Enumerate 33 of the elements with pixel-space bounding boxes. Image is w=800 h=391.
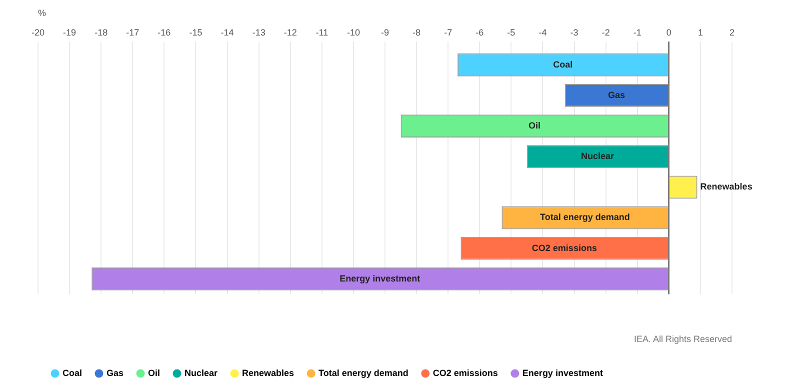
x-tick-label: -16 — [158, 28, 171, 38]
legend-label: Oil — [148, 368, 160, 378]
x-tick-label: -15 — [189, 28, 202, 38]
x-tick-label: -9 — [380, 28, 390, 38]
x-tick-label: -11 — [316, 28, 328, 38]
x-tick-label: 0 — [666, 28, 672, 38]
x-tick-label: -1 — [633, 28, 642, 38]
legend-label: Renewables — [242, 368, 294, 378]
x-tick-label: -13 — [252, 28, 266, 38]
legend-label: CO2 emissions — [432, 368, 498, 378]
x-tick-label: -8 — [412, 28, 421, 38]
x-tick-label: -14 — [220, 28, 234, 38]
x-tick-label: -6 — [476, 28, 484, 38]
x-tick-label: -3 — [570, 28, 578, 38]
x-tick-label: -5 — [507, 28, 516, 38]
legend-label: Coal — [62, 368, 82, 378]
x-tick-label: 2 — [729, 28, 735, 38]
x-tick-label: 1 — [698, 28, 703, 38]
x-tick-label: -4 — [538, 28, 547, 38]
x-axis-title: % — [38, 8, 46, 18]
x-tick-label: -18 — [94, 28, 108, 38]
x-tick-label: -10 — [346, 28, 360, 38]
x-tick-label: -19 — [63, 28, 76, 38]
legend-label: Nuclear — [184, 368, 218, 378]
x-tick-label: -2 — [602, 28, 610, 38]
x-tick-label: -7 — [444, 28, 452, 38]
text: IEA. All Rights Reserved — [634, 334, 732, 344]
legend-label: Total energy demand — [318, 368, 408, 378]
y-tick-label: CO2 emissions — [532, 242, 597, 253]
legend-label: Gas — [106, 368, 124, 378]
x-tick-label: -12 — [284, 28, 297, 38]
x-tick-label: -17 — [126, 28, 140, 38]
x-tick-label: -20 — [31, 28, 45, 38]
